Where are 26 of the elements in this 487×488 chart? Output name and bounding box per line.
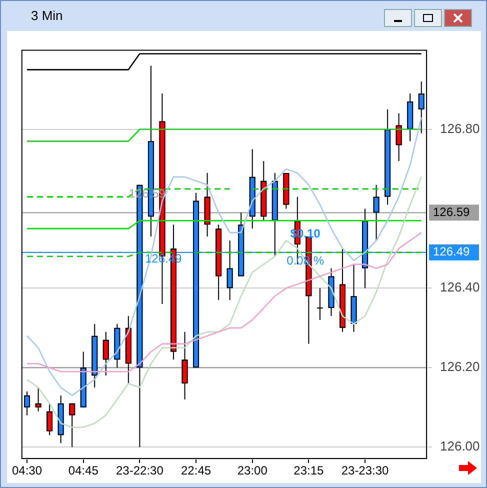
candlestick bbox=[182, 331, 188, 400]
x-tick-label: 04:30 bbox=[12, 464, 42, 478]
candlestick bbox=[102, 331, 109, 376]
ref-line-label: 126.49 bbox=[433, 244, 470, 259]
candlestick bbox=[373, 184, 380, 241]
candlestick bbox=[226, 240, 233, 301]
candlestick bbox=[46, 402, 53, 436]
chart-title: 3 Min bbox=[31, 8, 63, 23]
candlestick bbox=[418, 81, 424, 134]
candlestick bbox=[24, 390, 30, 416]
x-tick-label: 23:00 bbox=[237, 464, 268, 478]
x-tick-label: 04:45 bbox=[68, 464, 99, 478]
candlestick bbox=[69, 402, 76, 448]
annotation: 126.59 bbox=[128, 186, 166, 200]
y-tick-label: 126.20 bbox=[440, 359, 480, 374]
x-tick-label: 23:15 bbox=[294, 464, 324, 478]
y-tick-label: 126.40 bbox=[440, 280, 480, 295]
x-tick-label: 23-22:30 bbox=[116, 464, 164, 478]
candlestick bbox=[35, 386, 42, 412]
candlestick bbox=[396, 112, 402, 162]
y-tick-label: 126.80 bbox=[440, 120, 480, 136]
candlestick bbox=[316, 288, 324, 320]
y-tick-label: 126.00 bbox=[440, 438, 480, 454]
x-tick-label: 22:45 bbox=[181, 464, 212, 478]
x-tick-label: 23-23:30 bbox=[341, 464, 390, 478]
ref-line-label: 126.59 bbox=[433, 205, 470, 219]
